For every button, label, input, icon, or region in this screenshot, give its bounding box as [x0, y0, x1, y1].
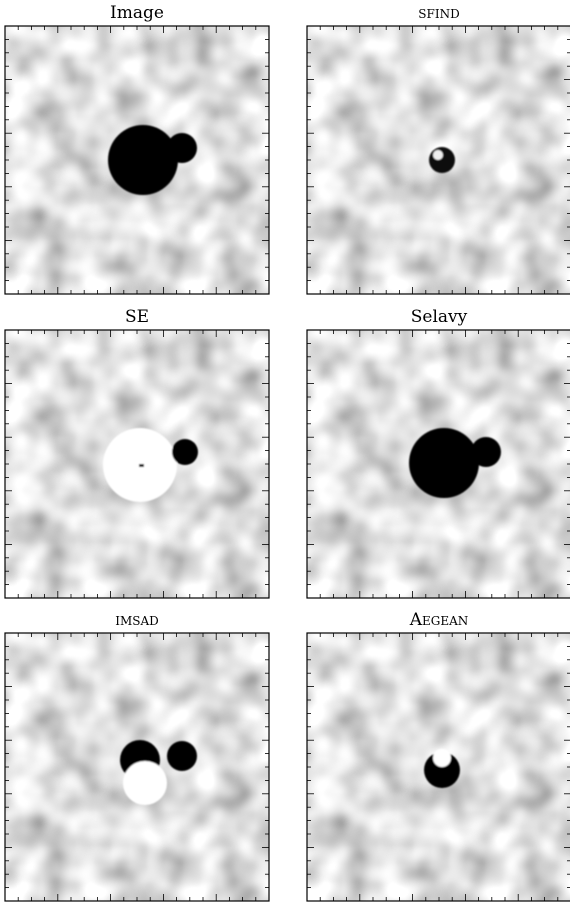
panel-image — [307, 330, 570, 598]
source-blob — [108, 125, 178, 195]
panel-title: Selavy — [411, 307, 468, 327]
panel-image — [5, 26, 269, 294]
source-blob — [172, 439, 198, 465]
panel-image — [5, 633, 269, 901]
sources — [429, 147, 455, 173]
source-blob — [471, 437, 501, 467]
panel-image — [307, 633, 570, 901]
source-blob — [167, 741, 197, 771]
panel-title: Image — [110, 3, 164, 23]
panel-title: imsad — [115, 610, 159, 630]
panel-title: SE — [125, 307, 149, 327]
source-blob — [139, 464, 144, 467]
source-blob — [409, 428, 479, 498]
source-blob — [123, 761, 167, 805]
source-blob — [167, 133, 197, 163]
panel-title: sfind — [418, 3, 459, 23]
panel-title: Aegean — [409, 610, 469, 630]
figure: Image sfind SE Selavy imsad Aegean — [0, 0, 570, 904]
source-blob — [433, 749, 451, 767]
source-blob — [429, 147, 455, 173]
source-blob — [433, 150, 443, 160]
panel-image — [307, 26, 570, 294]
panel-image — [5, 330, 269, 598]
